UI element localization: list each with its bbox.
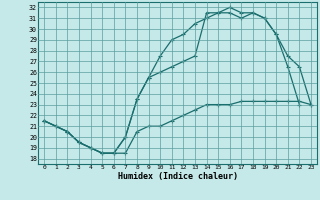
X-axis label: Humidex (Indice chaleur): Humidex (Indice chaleur): [118, 172, 238, 181]
